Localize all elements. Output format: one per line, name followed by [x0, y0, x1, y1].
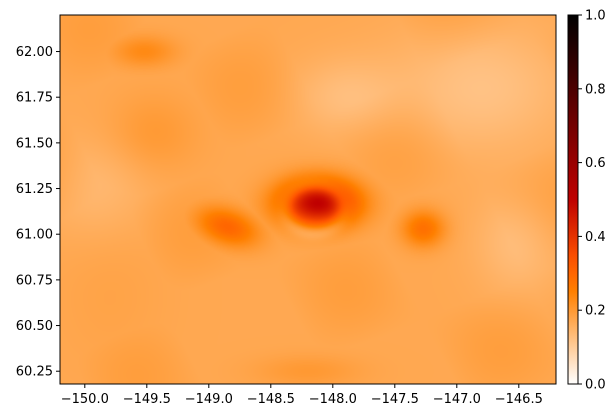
y-tick-label: 61.25 — [16, 182, 53, 197]
y-tick-label: 61.00 — [16, 228, 53, 243]
x-tick-label: −149.5 — [123, 392, 171, 407]
colorbar-tick-label: 1.0 — [585, 9, 606, 24]
y-tick-label: 61.75 — [16, 91, 53, 106]
colorbar-tick-label: 0.8 — [585, 82, 606, 97]
colorbar-tick-label: 0.6 — [585, 156, 606, 171]
x-tick-label: −148.0 — [309, 392, 357, 407]
y-tick-label: 60.25 — [16, 365, 53, 380]
x-tick-label: −150.0 — [61, 392, 109, 407]
plot-frame — [59, 14, 557, 385]
x-tick-label: −148.5 — [247, 392, 295, 407]
colorbar-tick-label: 0.0 — [585, 378, 606, 393]
colorbar — [567, 14, 579, 385]
x-tick-label: −146.5 — [495, 392, 543, 407]
heatmap-image — [60, 15, 556, 384]
colorbar-tick-label: 0.2 — [585, 304, 606, 319]
y-tick-label: 60.50 — [16, 319, 53, 334]
y-tick-label: 60.75 — [16, 273, 53, 288]
x-axis: −150.0 −149.5 −149.0 −148.5 −148.0 −147.5 −147… — [61, 384, 543, 407]
colorbar-axis: 0.0 0.2 0.4 0.6 0.8 1.0 — [578, 9, 606, 393]
y-axis: 60.25 60.50 60.75 61.00 61.25 61.50 61.75 62.00 — [16, 45, 60, 380]
x-tick-label: −149.0 — [185, 392, 233, 407]
x-tick-label: −147.0 — [433, 392, 481, 407]
x-tick-label: −147.5 — [371, 392, 419, 407]
y-tick-label: 62.00 — [16, 45, 53, 60]
y-tick-label: 61.50 — [16, 136, 53, 151]
heatmap-image-holder — [60, 15, 556, 384]
colorbar-tick-label: 0.4 — [585, 230, 606, 245]
